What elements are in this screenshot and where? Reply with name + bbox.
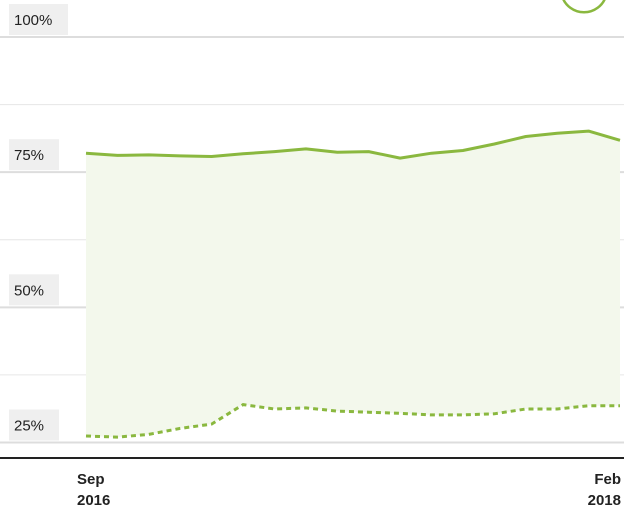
x-tick-label-year: 2018 <box>588 492 621 509</box>
y-tick-label: 100% <box>9 4 68 35</box>
y-tick-label-bg <box>9 274 59 306</box>
y-tick-label-bg <box>9 409 59 441</box>
series-line-solid <box>85 129 621 160</box>
y-tick-label: 25% <box>9 409 59 441</box>
y-tick-label-bg <box>9 139 59 171</box>
x-axis-labels: Sep 2016 Feb 2018 <box>77 471 621 509</box>
x-tick-label-month: Feb <box>594 471 621 488</box>
area-between-series <box>86 131 620 438</box>
x-tick-label-year: 2016 <box>77 492 110 509</box>
series-line-dotted <box>85 403 620 439</box>
circle-icon <box>562 0 606 14</box>
x-tick-label: Sep 2016 <box>77 471 110 509</box>
y-tick-label: 75% <box>9 139 59 171</box>
x-tick-label-month: Sep <box>77 471 105 488</box>
y-tick-label: 50% <box>9 274 59 306</box>
y-tick-label-text: 100% <box>14 12 52 29</box>
y-tick-label-text: 50% <box>14 282 44 299</box>
y-tick-label-bg <box>9 4 68 35</box>
y-axis-labels: 100% 75% 50% 25% <box>9 4 68 441</box>
y-tick-label-text: 75% <box>14 147 44 164</box>
x-tick-label: Feb 2018 <box>588 471 621 509</box>
y-tick-label-text: 25% <box>14 417 44 434</box>
